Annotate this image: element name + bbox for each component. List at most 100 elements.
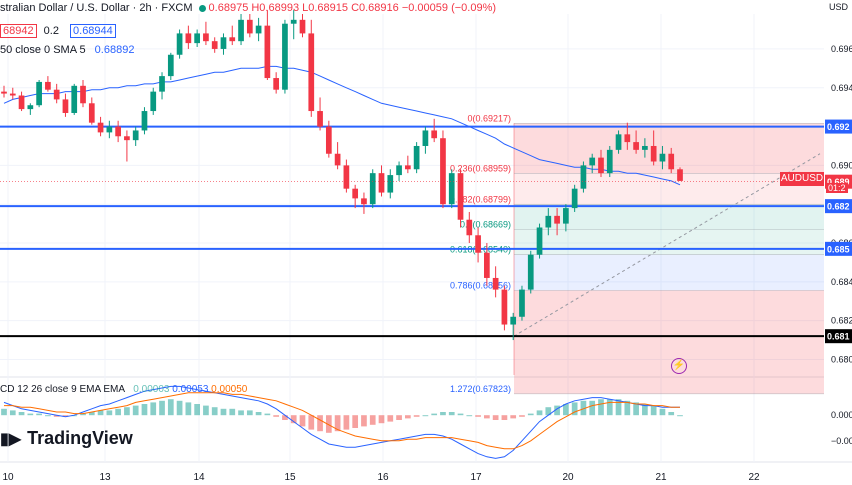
lightning-icon[interactable]: ⚡ <box>671 358 687 374</box>
fib-label: 1.272(0.67823) <box>450 384 511 394</box>
macd-histogram-bar <box>36 413 42 416</box>
candle <box>27 105 34 110</box>
tradingview-logo[interactable]: ▮▶ TradingView <box>0 428 133 449</box>
candle <box>668 153 675 170</box>
fib-label: 0.5(0.68669) <box>460 220 511 230</box>
macd-histogram-bar <box>361 415 367 427</box>
candle <box>317 111 323 127</box>
sma-line <box>3 65 681 186</box>
candle <box>220 37 227 49</box>
candle <box>615 134 622 150</box>
candle <box>413 145 420 170</box>
macd-histogram-bar <box>352 415 359 428</box>
macd-histogram-bar <box>633 402 639 416</box>
candle <box>642 145 648 150</box>
macd-histogram-bar <box>1 408 7 416</box>
macd-histogram-bar <box>132 405 139 416</box>
candle <box>18 95 25 110</box>
candle <box>106 126 113 133</box>
bar-countdown: 01:2 <box>826 183 848 193</box>
candle <box>484 252 490 278</box>
x-tick-label: 22 <box>748 472 760 483</box>
macd-histogram-bar <box>457 413 464 416</box>
symbol-title[interactable]: stralian Dollar / U.S. Dollar · 2h · FXC… <box>0 2 193 14</box>
candle <box>176 33 183 55</box>
candle <box>299 19 306 34</box>
macd-histogram-bar <box>290 415 297 424</box>
macd-histogram-bar <box>484 415 490 419</box>
macd-histogram-bar <box>53 415 60 417</box>
macd-histogram-bar <box>185 402 192 416</box>
candle <box>273 78 280 90</box>
candle <box>282 23 288 90</box>
candle <box>633 142 639 150</box>
macd-histogram-bar <box>624 400 631 416</box>
x-tick-label: 16 <box>377 472 389 483</box>
macd-histogram-bar <box>273 415 280 417</box>
macd-histogram-bar <box>141 404 148 416</box>
sma-legend[interactable]: 50 close 0 SMA 5 0.68892 <box>0 44 134 56</box>
x-tick-label: 17 <box>470 472 482 483</box>
candle <box>378 173 385 193</box>
macd-histogram-bar <box>167 399 174 416</box>
candle <box>80 85 86 104</box>
macd-histogram-bar <box>404 415 411 419</box>
sell-price[interactable]: 68942 <box>0 24 37 38</box>
macd-signal-value: 0.00050 <box>211 384 248 395</box>
candle <box>159 76 165 92</box>
macd-tick-label: 0.000 <box>831 410 852 420</box>
y-tick-label: 0.680 <box>831 354 852 364</box>
candle <box>88 103 95 123</box>
macd-legend[interactable]: CD 12 26 close 9 EMA EMA 0.00003 0.00053… <box>0 384 247 395</box>
macd-histogram-bar <box>115 408 121 416</box>
macd-tick-label: −0.00 <box>831 436 852 446</box>
macd-histogram-bar <box>606 399 613 416</box>
sma-value: 0.68892 <box>94 44 135 56</box>
fib-zone <box>514 254 824 291</box>
candle <box>650 145 657 162</box>
candle <box>387 175 394 193</box>
candle <box>659 153 666 162</box>
candle <box>238 19 244 42</box>
currency-label[interactable]: USD <box>829 2 849 12</box>
macd-histogram-bar <box>422 415 429 417</box>
x-tick-label: 20 <box>562 472 574 483</box>
candle <box>141 111 148 131</box>
price-tag-label: 0.692 <box>827 122 850 132</box>
macd-histogram-bar <box>229 408 236 416</box>
candle <box>167 54 174 77</box>
fib-zone <box>514 204 824 230</box>
x-tick-label: 15 <box>284 472 296 483</box>
macd-histogram-bar <box>325 415 332 433</box>
candle <box>527 254 534 290</box>
fib-label: 0.786(0.68356) <box>450 280 511 290</box>
macd-histogram-bar <box>88 412 95 416</box>
bid-ask-row: 68942 0.2 0.68944 <box>0 24 116 38</box>
macd-histogram-bar <box>545 407 552 416</box>
macd-histogram-bar <box>589 400 596 416</box>
macd-histogram-bar <box>255 412 262 416</box>
macd-histogram-bar <box>501 415 508 420</box>
macd-histogram-bar <box>45 415 51 417</box>
candle <box>334 153 341 166</box>
macd-histogram-bar <box>282 415 288 420</box>
candle <box>53 89 60 100</box>
fib-label: 0.382(0.68799) <box>450 194 511 204</box>
macd-histogram-bar <box>554 405 560 416</box>
macd-histogram-bar <box>659 408 666 416</box>
candle <box>229 37 236 42</box>
macd-histogram-bar <box>317 415 323 432</box>
macd-histogram-bar <box>413 415 420 417</box>
macd-histogram-bar <box>668 412 675 416</box>
macd-histogram-bar <box>211 407 218 416</box>
macd-histogram-bar <box>475 415 481 417</box>
macd-histogram-bar <box>106 410 113 416</box>
candle <box>9 93 16 96</box>
macd-hist-value: 0.00003 <box>133 384 170 395</box>
candle <box>150 91 157 112</box>
buy-price[interactable]: 0.68944 <box>70 24 116 38</box>
macd-histogram-bar <box>677 415 683 417</box>
candle <box>440 138 446 205</box>
candle <box>343 165 350 189</box>
